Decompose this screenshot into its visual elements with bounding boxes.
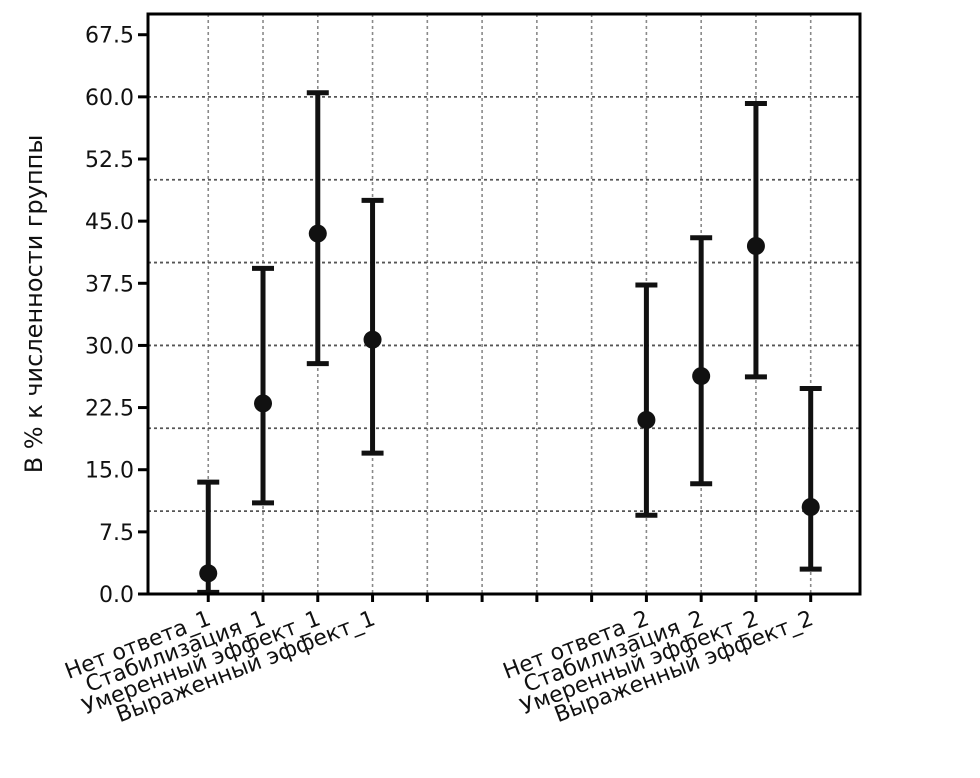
y-tick-label: 30.0 bbox=[85, 334, 134, 359]
mean-point bbox=[363, 330, 382, 349]
plot-background bbox=[148, 14, 860, 594]
y-tick-label: 22.5 bbox=[85, 397, 134, 422]
y-axis-title: В % к численности группы bbox=[20, 135, 48, 474]
mean-point bbox=[199, 564, 218, 583]
error-bar-item bbox=[306, 90, 329, 367]
error-bar-item bbox=[635, 282, 658, 518]
y-tick-label: 52.5 bbox=[85, 148, 134, 173]
mean-point bbox=[637, 411, 656, 429]
error-bar-item bbox=[252, 265, 275, 506]
error-bar-item bbox=[690, 235, 713, 487]
y-tick-label: 7.5 bbox=[99, 521, 134, 546]
mean-point bbox=[746, 237, 765, 255]
mean-point bbox=[254, 394, 273, 413]
error-bar-item bbox=[799, 386, 822, 572]
y-tick-label: 37.5 bbox=[85, 272, 134, 297]
y-tick-labels: 0.0 7.5 15.0 22.5 30.0 37.5 45.0 52.5 60.0 67.5 bbox=[85, 24, 134, 608]
y-tick-label: 67.5 bbox=[85, 24, 134, 49]
mean-point bbox=[692, 367, 711, 386]
y-tick-label: 0.0 bbox=[99, 583, 134, 608]
y-tick-label: 60.0 bbox=[85, 86, 134, 111]
error-bar-item bbox=[744, 100, 767, 380]
error-bar-series bbox=[197, 90, 822, 595]
error-bar-item bbox=[361, 197, 384, 456]
error-bar-item bbox=[197, 479, 220, 595]
mean-point bbox=[801, 498, 820, 516]
plot-frame bbox=[146, 12, 862, 596]
y-tick-label: 45.0 bbox=[85, 210, 134, 235]
mean-point bbox=[308, 224, 327, 243]
y-tick-label: 15.0 bbox=[85, 459, 134, 484]
